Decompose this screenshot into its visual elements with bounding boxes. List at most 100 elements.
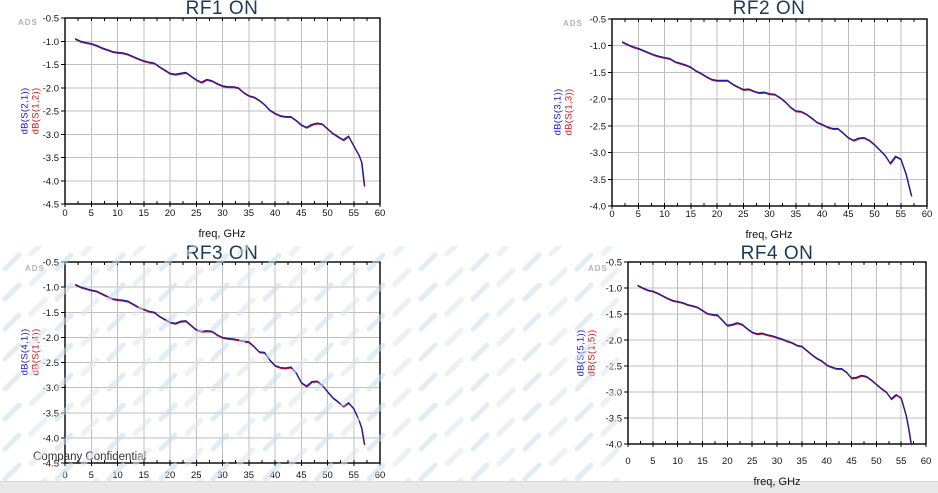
svg-text:35: 35 — [243, 470, 254, 481]
svg-text:35: 35 — [790, 209, 801, 220]
svg-text:15: 15 — [138, 208, 149, 219]
x-tick-labels: 0 5 10 15 20 25 30 35 40 45 50 55 60 — [609, 209, 932, 220]
svg-text:50: 50 — [869, 209, 880, 220]
chart-title-rf4: RF4 ON — [740, 243, 814, 264]
svg-text:-2.5: -2.5 — [606, 362, 622, 373]
x-tick-labels: 0 5 10 15 20 25 30 35 40 45 50 55 60 — [625, 456, 931, 467]
svg-text:35: 35 — [797, 456, 808, 467]
trace-primary-0 — [74, 38, 365, 187]
svg-text:-4.0: -4.0 — [590, 202, 606, 213]
y-axis-label-s13: dB(S(1,3)) — [563, 88, 575, 136]
svg-text:60: 60 — [921, 456, 932, 467]
svg-text:-1.0: -1.0 — [590, 41, 606, 52]
svg-text:35: 35 — [243, 208, 254, 219]
svg-text:40: 40 — [817, 209, 828, 220]
svg-text:-4.0: -4.0 — [43, 433, 59, 444]
plot-grid — [65, 18, 380, 204]
svg-text:-3.5: -3.5 — [43, 153, 59, 164]
chart-plot-1: 0 5 10 15 20 25 30 35 40 45 50 55 60 -0.5 -1.0 -1.5 -2.0… — [590, 15, 933, 221]
x-axis-label-rf1: freq, GHz — [198, 228, 246, 240]
y-tick-labels: -0.5 -1.0 -1.5 -2.0 -2.5 -3.0 -3.5 -4.0 — [606, 258, 622, 451]
svg-text:-4.5: -4.5 — [43, 200, 59, 211]
y-axis-label-s15: dB(S(1,5)) — [586, 329, 598, 377]
svg-text:-2.0: -2.0 — [43, 333, 59, 344]
svg-text:-1.5: -1.5 — [590, 68, 606, 79]
ads-logo-watermark: ADS — [25, 264, 45, 273]
svg-text:-0.5: -0.5 — [43, 258, 59, 269]
svg-text:60: 60 — [375, 470, 386, 481]
svg-text:-2.0: -2.0 — [43, 83, 59, 94]
svg-text:-4.0: -4.0 — [606, 440, 622, 451]
svg-text:15: 15 — [697, 456, 708, 467]
svg-text:55: 55 — [896, 456, 907, 467]
trace-primary-2 — [74, 283, 365, 445]
svg-text:5: 5 — [636, 209, 641, 220]
svg-text:30: 30 — [217, 470, 228, 481]
y-axis-label-s51: dB(S(5,1)) — [575, 329, 587, 377]
svg-text:30: 30 — [772, 456, 783, 467]
svg-text:40: 40 — [821, 456, 832, 467]
trace-primary-1 — [621, 41, 912, 196]
svg-text:10: 10 — [659, 209, 670, 220]
plot-frame — [627, 261, 927, 445]
svg-text:25: 25 — [191, 208, 202, 219]
svg-text:-0.5: -0.5 — [606, 258, 622, 269]
y-axis-label-s12: dB(S(1,2)) — [30, 87, 42, 135]
svg-text:-3.5: -3.5 — [590, 175, 606, 186]
svg-text:-2.0: -2.0 — [606, 336, 622, 347]
svg-text:-3.5: -3.5 — [606, 414, 622, 425]
svg-text:-2.5: -2.5 — [590, 121, 606, 132]
bottom-bar — [0, 481, 938, 493]
svg-text:50: 50 — [871, 456, 882, 467]
x-tick-labels: 0 5 10 15 20 25 30 35 40 45 50 55 60 — [62, 470, 385, 481]
svg-text:10: 10 — [672, 456, 683, 467]
svg-text:45: 45 — [843, 209, 854, 220]
trace-secondary-2 — [75, 284, 366, 446]
chart-plot-2: 0 5 10 15 20 25 30 35 40 45 50 55 60 -0.5 -1.0 -1.5 -2.0… — [43, 258, 386, 482]
svg-text:-3.0: -3.0 — [606, 388, 622, 399]
svg-text:45: 45 — [296, 208, 307, 219]
svg-text:-4.0: -4.0 — [43, 176, 59, 187]
axis-ticks — [61, 17, 381, 207]
svg-text:50: 50 — [322, 470, 333, 481]
y-axis-label-s14: dB(S(1,4)) — [30, 328, 42, 376]
chart-title-rf3: RF3 ON — [185, 243, 259, 264]
chart-plot-0: 0 5 10 15 20 25 30 35 40 45 50 55 60 -0.5 -1.0 -1.5 -2.0… — [43, 14, 386, 220]
trace-secondary-0 — [75, 39, 366, 187]
svg-text:-1.0: -1.0 — [43, 283, 59, 294]
svg-text:-3.0: -3.0 — [43, 130, 59, 141]
svg-text:-0.5: -0.5 — [590, 15, 606, 26]
plot-grid — [612, 19, 927, 206]
svg-text:-1.0: -1.0 — [43, 37, 59, 48]
confidential-notice: Company Confidential — [33, 451, 147, 463]
svg-text:15: 15 — [685, 209, 696, 220]
x-axis-label-rf2: freq, GHz — [745, 229, 793, 241]
svg-text:0: 0 — [625, 456, 630, 467]
axis-ticks — [624, 261, 927, 447]
svg-text:45: 45 — [296, 470, 307, 481]
svg-text:45: 45 — [846, 456, 857, 467]
svg-text:5: 5 — [89, 208, 94, 219]
plot-frame — [64, 17, 381, 205]
plot-grid — [628, 262, 926, 444]
svg-text:20: 20 — [712, 209, 723, 220]
axis-ticks — [61, 261, 381, 466]
ads-logo-watermark: ADS — [563, 19, 583, 28]
svg-text:10: 10 — [112, 208, 123, 219]
svg-text:60: 60 — [375, 208, 386, 219]
y-axis-label-s21: dB(S(2,1)) — [19, 87, 31, 135]
svg-text:15: 15 — [138, 470, 149, 481]
svg-text:-3.5: -3.5 — [43, 408, 59, 419]
trace-secondary-1 — [622, 42, 913, 197]
svg-text:-1.5: -1.5 — [43, 308, 59, 319]
svg-text:-2.5: -2.5 — [43, 358, 59, 369]
svg-text:55: 55 — [895, 209, 906, 220]
axis-ticks — [608, 18, 928, 209]
chart-title-rf1: RF1 ON — [185, 0, 259, 19]
svg-text:0: 0 — [609, 209, 614, 220]
chart-title-rf2: RF2 ON — [732, 0, 806, 19]
svg-text:20: 20 — [722, 456, 733, 467]
svg-text:25: 25 — [747, 456, 758, 467]
svg-text:30: 30 — [217, 208, 228, 219]
